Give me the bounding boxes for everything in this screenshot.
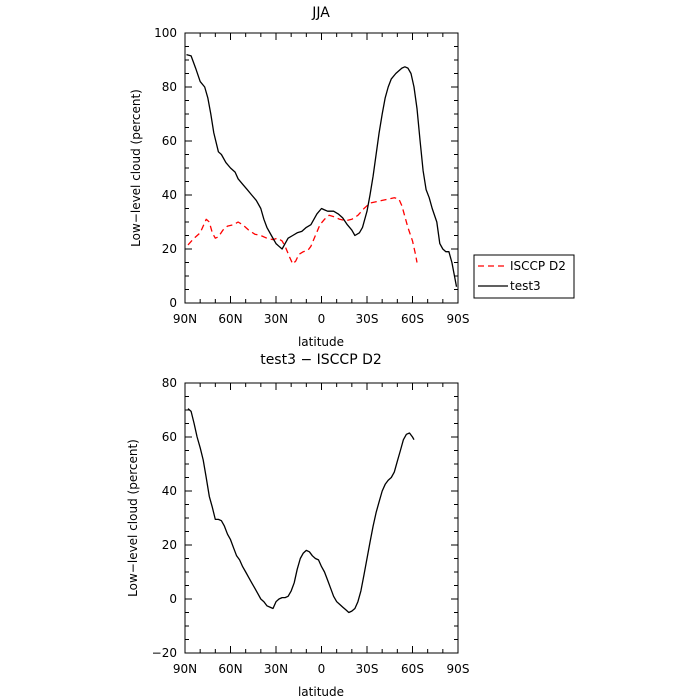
y-tick-label: 40 bbox=[162, 484, 177, 498]
y-tick-label: 60 bbox=[162, 134, 177, 148]
x-tick-label: 0 bbox=[318, 662, 326, 676]
x-tick-label: 60S bbox=[401, 662, 424, 676]
x-tick-label: 60S bbox=[401, 312, 424, 326]
y-tick-label: 80 bbox=[162, 376, 177, 390]
x-tick-label: 90S bbox=[447, 662, 470, 676]
bottom-chart-xlabel: latitude bbox=[298, 685, 344, 699]
legend-box bbox=[473, 254, 575, 299]
y-tick-label: 0 bbox=[169, 592, 177, 606]
x-tick-label: 90S bbox=[447, 312, 470, 326]
top-chart-ticks: 90N 60N 30N 0 30S 60S 90S 0 20 40 60 80 100 bbox=[154, 26, 469, 326]
y-tick-label: 0 bbox=[169, 296, 177, 310]
top-chart: JJA Low−level cloud (percent) latitude 9… bbox=[129, 5, 575, 349]
y-tick-label: 20 bbox=[162, 538, 177, 552]
x-tick-label: 0 bbox=[318, 312, 326, 326]
bottom-chart: test3 − ISCCP D2 Low−level cloud (percen… bbox=[126, 352, 469, 699]
y-tick-label: 60 bbox=[162, 430, 177, 444]
x-tick-label: 60N bbox=[218, 312, 242, 326]
legend-label-test3: test3 bbox=[510, 279, 541, 293]
x-tick-label: 30N bbox=[264, 662, 288, 676]
top-chart-ylabel: Low−level cloud (percent) bbox=[129, 89, 143, 247]
top-chart-plot-frame bbox=[184, 32, 459, 304]
x-tick-label: 60N bbox=[218, 662, 242, 676]
x-tick-label: 90N bbox=[173, 312, 197, 326]
top-chart-lines bbox=[186, 53, 458, 287]
x-tick-label: 30S bbox=[356, 312, 379, 326]
y-tick-label: 100 bbox=[154, 26, 177, 40]
x-tick-label: 30S bbox=[356, 662, 379, 676]
y-tick-label: 40 bbox=[162, 188, 177, 202]
x-tick-label: 90N bbox=[173, 662, 197, 676]
legend-label-isccp-d2: ISCCP D2 bbox=[510, 259, 566, 273]
top-chart-legend: ISCCP D2 test3 bbox=[473, 254, 575, 299]
bottom-chart-ticks: 90N 60N 30N 0 30S 60S 90S −20 0 20 40 60 80 bbox=[152, 376, 470, 676]
top-chart-title: JJA bbox=[311, 5, 330, 21]
bottom-chart-ylabel: Low−level cloud (percent) bbox=[126, 439, 140, 597]
y-tick-label: 20 bbox=[162, 242, 177, 256]
x-tick-label: 30N bbox=[264, 312, 288, 326]
bottom-chart-lines bbox=[187, 408, 415, 614]
top-chart-xlabel: latitude bbox=[298, 335, 344, 349]
series-line-difference bbox=[187, 408, 415, 614]
y-tick-label: 80 bbox=[162, 80, 177, 94]
bottom-chart-title: test3 − ISCCP D2 bbox=[260, 352, 382, 368]
series-line-isccp-d2 bbox=[187, 197, 418, 265]
y-tick-label: −20 bbox=[152, 646, 177, 660]
bottom-chart-plot-frame bbox=[184, 382, 459, 654]
series-line-test3 bbox=[186, 53, 458, 287]
